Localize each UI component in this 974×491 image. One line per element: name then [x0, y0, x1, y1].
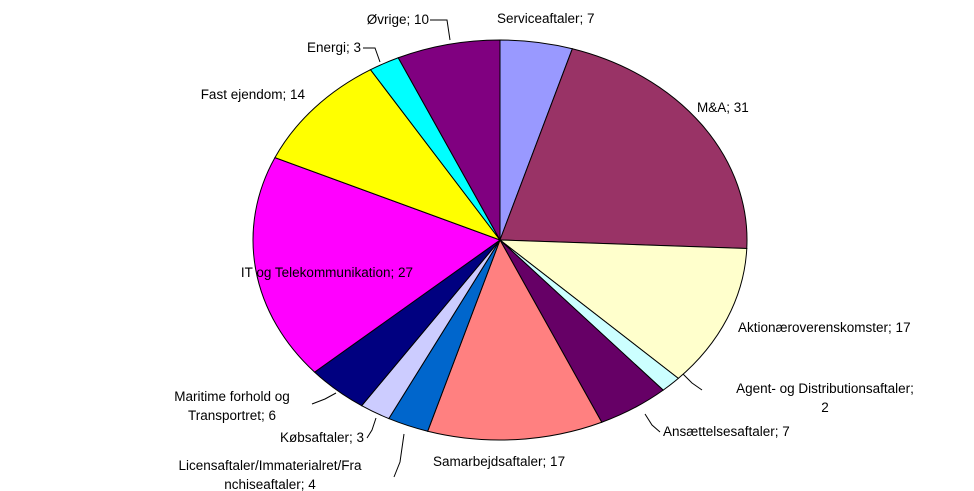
data-label-line: Fast ejendom; 14	[201, 87, 306, 102]
data-label: Licensaftaler/Immaterialret/Fra nchiseaft…	[178, 458, 362, 491]
data-label-line: 2	[821, 400, 829, 415]
pie-slice	[498, 239, 748, 380]
data-label: Serviceaftaler; 7	[497, 11, 595, 26]
pie-slice	[499, 48, 748, 250]
pie-slice	[274, 69, 502, 242]
data-label-line: Ansættelsesaftaler; 7	[663, 424, 790, 439]
leader-line	[682, 373, 703, 391]
data-label-line: Øvrige; 10	[367, 12, 429, 27]
data-label-line: Aktionæroverenskomster; 17	[738, 320, 911, 335]
data-label: M&A; 31	[697, 100, 749, 115]
data-label-line: Agent- og Distributionsaftaler;	[736, 381, 914, 396]
leader-line	[363, 47, 381, 63]
data-label-line: Licensaftaler/Immaterialret/Fra	[178, 458, 362, 473]
data-label-line: nchiseaftaler; 4	[224, 477, 316, 491]
data-label-line: Energi; 3	[307, 40, 361, 55]
leader-line	[366, 417, 377, 439]
data-label-line: Transportret; 6	[188, 408, 276, 423]
data-label: Samarbejdsaftaler; 17	[433, 454, 565, 469]
data-label: Energi; 3	[307, 40, 361, 55]
data-label: Fast ejendom; 14	[201, 87, 306, 102]
data-label-line: Samarbejdsaftaler; 17	[433, 454, 565, 469]
data-label: Maritime forhold og Transportret; 6	[174, 389, 290, 423]
data-label: Købsaftaler; 3	[280, 430, 364, 445]
data-label: Agent- og Distributionsaftaler; 2	[736, 381, 914, 415]
data-label: IT og Telekommunikation; 27	[241, 265, 413, 280]
slices	[252, 39, 748, 441]
data-label: Ansættelsesaftaler; 7	[663, 424, 790, 439]
leader-line	[644, 413, 661, 433]
leader-line	[311, 392, 337, 405]
pie-slice	[397, 39, 501, 242]
data-label: Øvrige; 10	[367, 12, 429, 27]
leader-line	[393, 433, 405, 478]
data-label-line: Maritime forhold og	[174, 389, 290, 404]
pie-slice	[427, 238, 603, 441]
data-label-line: IT og Telekommunikation; 27	[241, 265, 413, 280]
data-label: Aktionæroverenskomster; 17	[738, 320, 911, 335]
leader-line	[430, 19, 451, 41]
data-label-line: M&A; 31	[697, 100, 749, 115]
data-label-line: Købsaftaler; 3	[280, 430, 364, 445]
data-label-line: Serviceaftaler; 7	[497, 11, 595, 26]
leader-lines	[311, 19, 703, 478]
pie-slice	[252, 157, 502, 373]
